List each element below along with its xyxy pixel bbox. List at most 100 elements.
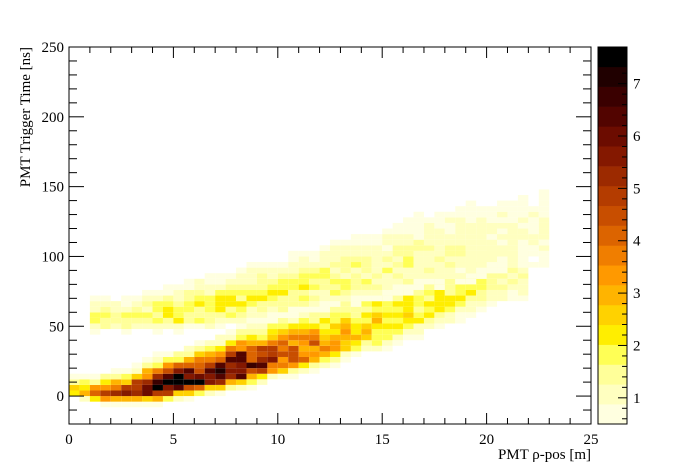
- x-tick-label: 15: [375, 432, 390, 448]
- heatmap-bin: [225, 329, 237, 335]
- heatmap-bin: [392, 334, 404, 341]
- heatmap-bin: [403, 234, 414, 240]
- heatmap-bin: [517, 245, 529, 251]
- heatmap-bin: [403, 306, 414, 313]
- heatmap-bin: [361, 323, 372, 330]
- heatmap-bin: [413, 323, 424, 330]
- heatmap-bin: [121, 329, 132, 335]
- heatmap-bin: [392, 323, 404, 330]
- heatmap-bin: [225, 273, 237, 279]
- heatmap-bin: [371, 340, 383, 346]
- heatmap-bin: [256, 289, 268, 296]
- heatmap-bin: [183, 351, 195, 357]
- heatmap-bin: [350, 340, 362, 346]
- heatmap-bin: [361, 317, 372, 324]
- heatmap-bin: [444, 217, 456, 223]
- heatmap-bin: [152, 396, 163, 402]
- heatmap-bin: [434, 317, 445, 324]
- heatmap-bin: [298, 334, 310, 341]
- heatmap-bin: [382, 317, 393, 324]
- heatmap-bin: [256, 368, 268, 374]
- heatmap-bin: [194, 368, 205, 374]
- heatmap-bin: [538, 228, 550, 235]
- heatmap-bin: [350, 306, 362, 313]
- heatmap-bin: [246, 334, 257, 341]
- heatmap-bin: [152, 289, 163, 296]
- heatmap-bin: [256, 329, 268, 335]
- heatmap-bin: [288, 301, 299, 307]
- heatmap-bin: [497, 289, 508, 296]
- heatmap-bin: [371, 323, 383, 330]
- heatmap-bin: [476, 284, 487, 290]
- heatmap-bin: [225, 384, 237, 391]
- heatmap-bin: [434, 295, 445, 302]
- heatmap-bin: [486, 262, 498, 268]
- heatmap-bin: [371, 262, 383, 268]
- heatmap-bin: [413, 262, 424, 268]
- heatmap-bin: [277, 273, 289, 279]
- heatmap-bin: [361, 245, 372, 251]
- heatmap-bin: [507, 206, 518, 212]
- heatmap-bin: [89, 390, 101, 397]
- heatmap-bin: [476, 301, 487, 307]
- heatmap-bin: [309, 323, 320, 330]
- heatmap-bin: [173, 373, 184, 380]
- heatmap-bin: [194, 379, 205, 385]
- heatmap-bin: [183, 323, 195, 330]
- heatmap-bin: [256, 295, 268, 302]
- heatmap-bin: [444, 295, 456, 302]
- heatmap-bin: [277, 351, 289, 357]
- heatmap-bin: [204, 273, 216, 279]
- heatmap-bin: [236, 340, 247, 346]
- heatmap-bin: [476, 278, 487, 285]
- heatmap-bin: [361, 262, 372, 268]
- heatmap-bin: [528, 228, 539, 235]
- heatmap-bin: [434, 306, 445, 313]
- heatmap-bin: [204, 368, 216, 374]
- heatmap-bin: [162, 390, 174, 397]
- heatmap-bin: [246, 306, 257, 313]
- heatmap-bin: [131, 373, 143, 380]
- heatmap-bin: [204, 312, 216, 318]
- heatmap-bin: [204, 362, 216, 369]
- heatmap-bin: [434, 312, 445, 318]
- heatmap-bin: [455, 262, 466, 268]
- heatmap-bin: [507, 278, 518, 285]
- heatmap-bin: [444, 250, 456, 257]
- heatmap-bin: [528, 217, 539, 223]
- heatmap-bin: [434, 245, 445, 251]
- heatmap-bin: [173, 295, 184, 302]
- heatmap-bin: [277, 340, 289, 346]
- heatmap-bin: [309, 289, 320, 296]
- heatmap-bin: [350, 239, 362, 246]
- heatmap-bin: [152, 401, 163, 408]
- heatmap-bin: [382, 245, 393, 251]
- heatmap-bin: [256, 273, 268, 279]
- heatmap-bin: [194, 317, 205, 324]
- heatmap-bin: [538, 250, 550, 257]
- heatmap-bin: [330, 262, 341, 268]
- heatmap-bin: [277, 362, 289, 369]
- heatmap-bin: [476, 273, 487, 279]
- heatmap-bin: [330, 301, 341, 307]
- heatmap-bin: [340, 340, 351, 346]
- heatmap-bin: [110, 323, 122, 330]
- heatmap-bin: [298, 256, 310, 263]
- y-axis: 0 50 100 150 200 250: [42, 40, 591, 425]
- x-tick-label: 5: [170, 432, 178, 448]
- heatmap-bin: [215, 306, 226, 313]
- heatmap-bin: [121, 401, 132, 408]
- heatmap-bin: [476, 267, 487, 274]
- heatmap-bin: [225, 306, 237, 313]
- heatmap-bin: [173, 396, 184, 402]
- heatmap-bin: [277, 306, 289, 313]
- heatmap-bin: [330, 317, 341, 324]
- heatmap-bin: [497, 217, 508, 223]
- heatmap-bin: [517, 295, 529, 302]
- heatmap-bin: [162, 379, 174, 385]
- heatmap-bin: [371, 289, 383, 296]
- heatmap-bin: [110, 390, 122, 397]
- heatmap-bin: [486, 222, 498, 229]
- heatmap-bin: [392, 329, 404, 335]
- heatmap-bin: [277, 373, 289, 380]
